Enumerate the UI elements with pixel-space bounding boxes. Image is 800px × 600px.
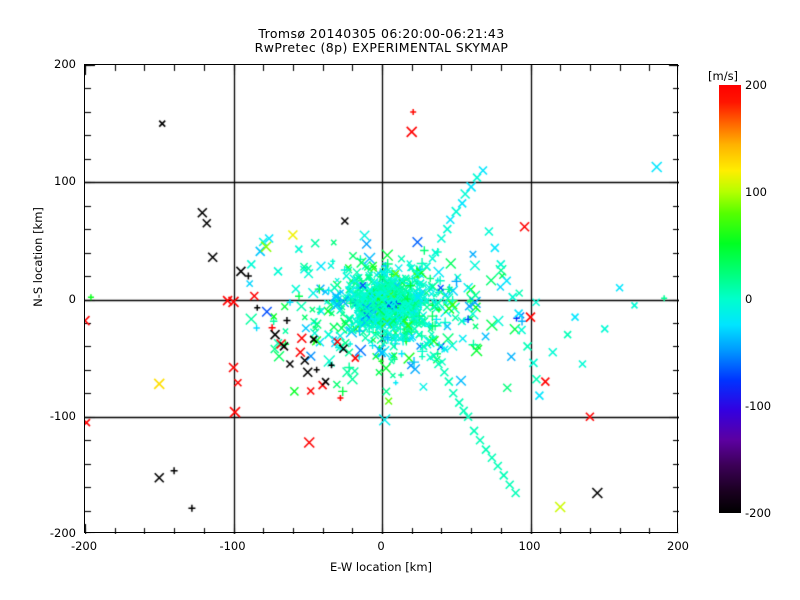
y-tick-label: 200 <box>54 57 76 71</box>
colorbar-tick-label: -200 <box>745 506 772 520</box>
x-tick-label: -100 <box>219 539 246 553</box>
x-tick-label: 0 <box>377 539 385 553</box>
colorbar <box>719 85 741 513</box>
y-tick-label: -200 <box>49 526 76 540</box>
x-axis-title: E-W location [km] <box>329 560 433 574</box>
colorbar-tick-label: 200 <box>745 78 767 92</box>
x-tick-label: 200 <box>667 539 689 553</box>
title-line-1: Tromsø 20140305 06:20:00-06:21:43 <box>258 26 505 41</box>
y-tick-label: 100 <box>54 174 76 189</box>
x-tick-label: -200 <box>70 539 98 553</box>
colorbar-tick-label: 0 <box>745 292 753 306</box>
x-tick-label: 100 <box>518 539 541 553</box>
colorbar-unit-label: [m/s] <box>708 69 739 83</box>
scatter-canvas <box>85 65 679 534</box>
y-tick-label: 0 <box>68 291 76 306</box>
figure-title: Tromsø 20140305 06:20:00-06:21:43 RwPret… <box>84 27 679 55</box>
colorbar-tick-label: 100 <box>745 185 767 199</box>
colorbar-tick-label: -100 <box>745 399 772 413</box>
y-tick-label: -100 <box>49 408 76 423</box>
scatter-plot-area <box>84 64 679 534</box>
colorbar-gradient <box>719 85 741 513</box>
y-axis-title: N-S location [km] <box>31 207 45 307</box>
title-line-2: RwPretec (8p) EXPERIMENTAL SKYMAP <box>254 40 509 55</box>
